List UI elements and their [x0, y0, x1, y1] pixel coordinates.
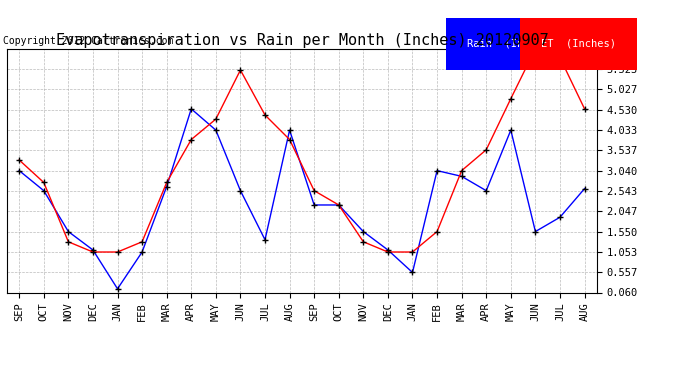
ET  (Inches) — [580, 106, 589, 111]
ET  (Inches) — [384, 250, 392, 254]
ET  (Inches) — [556, 56, 564, 60]
ET  (Inches) — [286, 137, 294, 142]
ET  (Inches) — [359, 240, 368, 244]
ET  (Inches) — [531, 46, 540, 51]
ET  (Inches) — [506, 96, 515, 101]
Rain  (Inches) — [384, 248, 392, 252]
Text: Copyright 2012 Cartronics.com: Copyright 2012 Cartronics.com — [3, 36, 174, 46]
ET  (Inches) — [212, 117, 220, 122]
Rain  (Inches) — [113, 286, 121, 291]
Line: ET  (Inches): ET (Inches) — [17, 46, 587, 255]
ET  (Inches) — [113, 250, 121, 254]
ET  (Inches) — [163, 180, 171, 185]
Rain  (Inches) — [39, 188, 48, 193]
ET  (Inches) — [138, 240, 146, 244]
Text: Rain  (Inches): Rain (Inches) — [467, 39, 555, 49]
Rain  (Inches) — [261, 237, 269, 242]
ET  (Inches) — [261, 113, 269, 117]
ET  (Inches) — [39, 180, 48, 185]
Rain  (Inches) — [580, 186, 589, 191]
Rain  (Inches) — [64, 229, 72, 234]
Rain  (Inches) — [89, 248, 97, 252]
Rain  (Inches) — [506, 128, 515, 132]
ET  (Inches) — [310, 188, 318, 193]
Rain  (Inches) — [556, 215, 564, 219]
ET  (Inches) — [236, 68, 244, 72]
ET  (Inches) — [482, 147, 491, 152]
Rain  (Inches) — [310, 203, 318, 207]
Rain  (Inches) — [236, 188, 244, 193]
ET  (Inches) — [89, 250, 97, 254]
Rain  (Inches) — [433, 168, 441, 173]
Rain  (Inches) — [531, 229, 540, 234]
Rain  (Inches) — [212, 128, 220, 132]
Rain  (Inches) — [457, 174, 466, 178]
Rain  (Inches) — [359, 229, 368, 234]
ET  (Inches) — [335, 203, 343, 207]
Title: Evapotranspiration vs Rain per Month (Inches) 20120907: Evapotranspiration vs Rain per Month (In… — [55, 33, 549, 48]
Rain  (Inches) — [187, 106, 195, 111]
Rain  (Inches) — [163, 184, 171, 189]
Text: ET  (Inches): ET (Inches) — [541, 39, 615, 49]
ET  (Inches) — [408, 250, 417, 254]
ET  (Inches) — [457, 168, 466, 173]
ET  (Inches) — [433, 229, 441, 234]
Rain  (Inches) — [138, 250, 146, 254]
Rain  (Inches) — [286, 128, 294, 132]
Rain  (Inches) — [408, 270, 417, 275]
Rain  (Inches) — [482, 188, 491, 193]
ET  (Inches) — [15, 158, 23, 162]
ET  (Inches) — [187, 137, 195, 142]
ET  (Inches) — [64, 240, 72, 244]
Rain  (Inches) — [335, 203, 343, 207]
Line: Rain  (Inches): Rain (Inches) — [17, 106, 587, 292]
Rain  (Inches) — [15, 168, 23, 173]
